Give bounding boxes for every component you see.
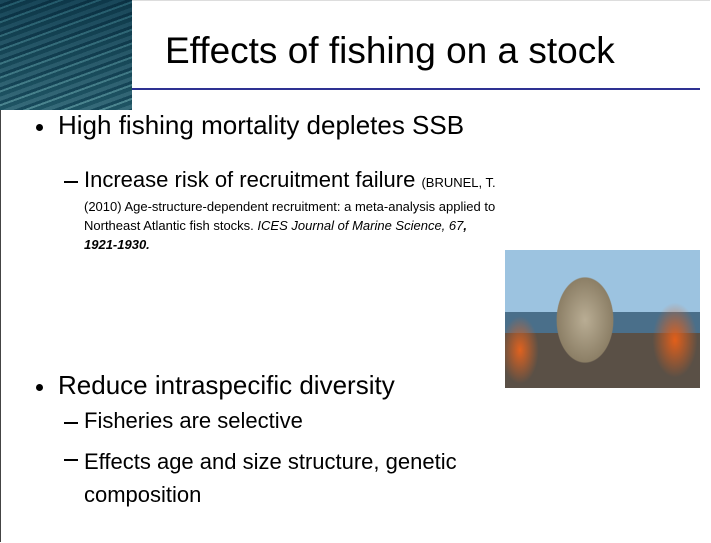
bullet-dot <box>36 124 43 131</box>
dash <box>64 181 78 183</box>
citation-segment: , <box>463 218 467 233</box>
fishing-photo <box>505 250 700 388</box>
sub-bullet: Increase risk of recruitment failure (BR… <box>84 167 496 193</box>
dash <box>64 459 78 461</box>
citation-line: Northeast Atlantic fish stocks. ICES Jou… <box>84 216 495 235</box>
bullet-dot <box>36 384 43 391</box>
bullet: Reduce intraspecific diversity <box>58 370 395 400</box>
citation-segment: ICES Journal of Marine Science, 67 <box>257 218 464 233</box>
citation-segment: 1921-1930. <box>84 237 150 252</box>
title-rule <box>132 88 700 90</box>
sub-bullet-text: Increase risk of recruitment failure <box>84 167 416 192</box>
sub-bullet: Effects age and size structure, genetic … <box>84 449 457 507</box>
citation-segment: (2010) Age-structure-dependent recruitme… <box>84 199 496 214</box>
citation-line: 1921-1930. <box>84 235 495 254</box>
dash <box>64 422 78 424</box>
fish-image <box>0 0 132 110</box>
citation-segment: Northeast Atlantic fish stocks. <box>84 218 254 233</box>
citation: (BRUNEL, T. <box>421 175 496 190</box>
bullet: High fishing mortality depletes SSB <box>58 110 465 140</box>
slide-title: Effects of fishing on a stock <box>165 30 615 71</box>
sub-bullet: Fisheries are selective <box>84 408 303 433</box>
citation-block: (2010) Age-structure-dependent recruitme… <box>84 197 495 254</box>
citation-line: (2010) Age-structure-dependent recruitme… <box>84 197 495 216</box>
